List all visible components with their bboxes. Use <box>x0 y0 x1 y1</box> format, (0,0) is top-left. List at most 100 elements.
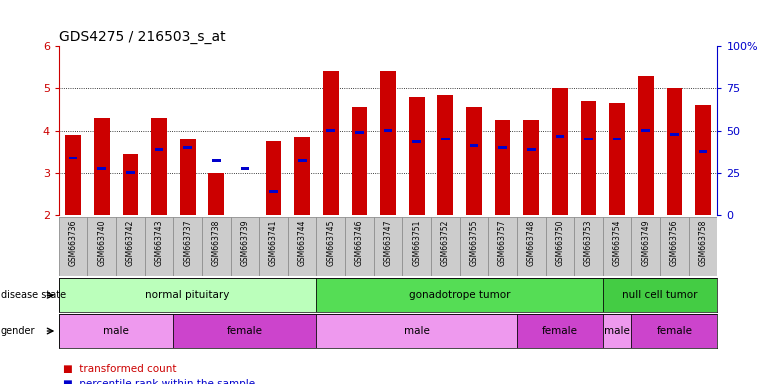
Bar <box>470 144 478 147</box>
Bar <box>380 71 396 215</box>
Text: GSM663740: GSM663740 <box>97 220 107 266</box>
Bar <box>154 148 163 151</box>
Bar <box>97 167 106 170</box>
Text: female: female <box>542 326 578 336</box>
Text: GSM663757: GSM663757 <box>498 220 507 266</box>
Bar <box>631 314 717 348</box>
Bar <box>59 217 88 276</box>
Bar <box>527 148 535 151</box>
Text: GSM663736: GSM663736 <box>69 220 78 266</box>
Bar <box>209 173 224 215</box>
Bar <box>59 278 317 312</box>
Bar <box>431 217 459 276</box>
Text: GSM663753: GSM663753 <box>584 220 593 266</box>
Bar <box>183 146 192 149</box>
Bar <box>298 159 307 162</box>
Bar <box>266 141 281 215</box>
Text: GSM663737: GSM663737 <box>183 220 192 266</box>
Bar <box>688 217 717 276</box>
Text: GSM663738: GSM663738 <box>212 220 221 266</box>
Bar <box>294 137 310 215</box>
Text: GSM663744: GSM663744 <box>298 220 307 266</box>
Bar <box>495 120 510 215</box>
Bar <box>603 278 717 312</box>
Bar <box>613 137 622 141</box>
Bar <box>609 103 625 215</box>
Text: gonadotrope tumor: gonadotrope tumor <box>409 290 510 300</box>
Text: GSM663750: GSM663750 <box>555 220 564 266</box>
Bar <box>288 217 317 276</box>
Bar <box>574 217 603 276</box>
Text: GSM663747: GSM663747 <box>383 220 393 266</box>
Text: GSM663751: GSM663751 <box>412 220 421 266</box>
Text: GSM663745: GSM663745 <box>326 220 336 266</box>
Bar <box>116 217 145 276</box>
Bar <box>145 217 173 276</box>
Text: GSM663756: GSM663756 <box>670 220 679 266</box>
Text: GSM663755: GSM663755 <box>470 220 478 266</box>
Text: male: male <box>604 326 630 336</box>
Bar <box>69 157 78 159</box>
Bar <box>641 129 650 132</box>
Bar <box>488 217 517 276</box>
Bar <box>695 105 711 215</box>
Bar <box>374 217 402 276</box>
Bar <box>441 137 450 141</box>
Bar <box>499 146 507 149</box>
Bar <box>326 129 335 132</box>
Bar <box>408 97 425 215</box>
Bar <box>269 190 278 193</box>
Bar <box>660 217 688 276</box>
Bar <box>383 129 393 132</box>
Bar <box>345 217 374 276</box>
Bar <box>631 217 660 276</box>
Text: GSM663742: GSM663742 <box>126 220 135 266</box>
Bar <box>437 95 453 215</box>
Bar <box>122 154 138 215</box>
Bar <box>88 217 116 276</box>
Bar <box>402 217 431 276</box>
Bar <box>323 71 339 215</box>
Bar <box>670 133 679 136</box>
Bar <box>94 118 110 215</box>
Bar <box>459 217 488 276</box>
Bar <box>355 131 364 134</box>
Bar <box>517 217 546 276</box>
Bar <box>230 217 260 276</box>
Bar <box>556 136 564 138</box>
Bar <box>202 217 230 276</box>
Text: female: female <box>656 326 692 336</box>
Bar <box>59 314 173 348</box>
Bar <box>603 217 631 276</box>
Bar <box>260 217 288 276</box>
Bar <box>699 150 707 153</box>
Text: ■  percentile rank within the sample: ■ percentile rank within the sample <box>63 379 255 384</box>
Bar <box>317 278 603 312</box>
Text: GSM663748: GSM663748 <box>527 220 535 266</box>
Text: GSM663741: GSM663741 <box>269 220 278 266</box>
Bar <box>546 217 574 276</box>
Text: GSM663758: GSM663758 <box>699 220 707 266</box>
Bar <box>552 88 568 215</box>
Text: ■  transformed count: ■ transformed count <box>63 364 176 374</box>
Bar <box>65 135 81 215</box>
Bar <box>584 137 593 141</box>
Text: gender: gender <box>1 326 35 336</box>
Text: normal pituitary: normal pituitary <box>146 290 230 300</box>
Bar <box>466 107 482 215</box>
Bar <box>412 140 421 142</box>
Text: GSM663754: GSM663754 <box>612 220 622 266</box>
Bar <box>581 101 597 215</box>
Text: male: male <box>404 326 430 336</box>
Bar <box>241 167 249 170</box>
Text: GDS4275 / 216503_s_at: GDS4275 / 216503_s_at <box>59 30 226 44</box>
Bar <box>151 118 167 215</box>
Text: female: female <box>227 326 263 336</box>
Bar <box>173 314 317 348</box>
Text: male: male <box>103 326 129 336</box>
Text: GSM663743: GSM663743 <box>154 220 164 266</box>
Bar <box>603 314 631 348</box>
Text: GSM663739: GSM663739 <box>241 220 249 266</box>
Bar <box>317 217 345 276</box>
Text: GSM663746: GSM663746 <box>355 220 364 266</box>
